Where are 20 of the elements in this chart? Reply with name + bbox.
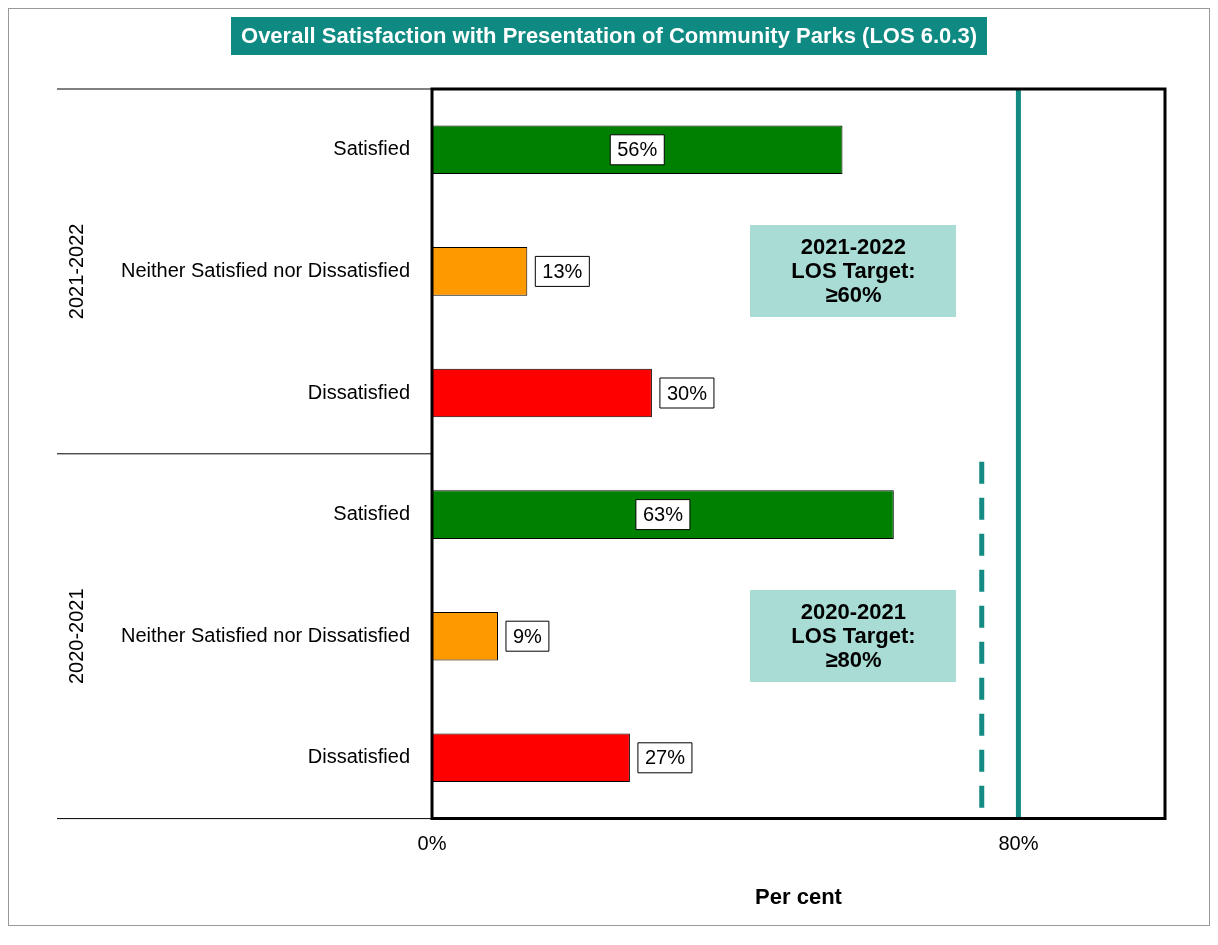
- x-tick-label: 80%: [998, 832, 1039, 855]
- data-label: 30%: [666, 381, 708, 404]
- data-label: 13%: [542, 259, 583, 282]
- text: 2021-2022: [64, 223, 87, 320]
- x-axis-title: Per cent: [755, 883, 843, 909]
- y-tick-label: Neither Satisfied nor Dissatisfied: [121, 258, 411, 281]
- annotation: 2021-2022 LOS Target: ≥60%: [791, 234, 916, 308]
- annotation: 2020-2021 LOS Target: ≥80%: [791, 599, 916, 673]
- x-tick-label: 0%: [417, 832, 447, 855]
- text: 2020-2021: [64, 588, 87, 685]
- y-tick-label: Dissatisfied: [307, 380, 411, 403]
- data-label: 56%: [617, 138, 658, 161]
- data-label: 63%: [642, 503, 684, 526]
- data-label: 27%: [644, 746, 686, 769]
- data-label: 9%: [512, 624, 543, 647]
- y-tick-label: Neither Satisfied nor Dissatisfied: [121, 623, 411, 646]
- y-tick-label: Dissatisfied: [307, 745, 411, 768]
- y-tick-label: Satisfied: [333, 502, 411, 525]
- chart-title: Overall Satisfaction with Presentation of Community Parks (LOS 6.0.3): [231, 17, 987, 55]
- y-tick-label: Satisfied: [333, 137, 411, 160]
